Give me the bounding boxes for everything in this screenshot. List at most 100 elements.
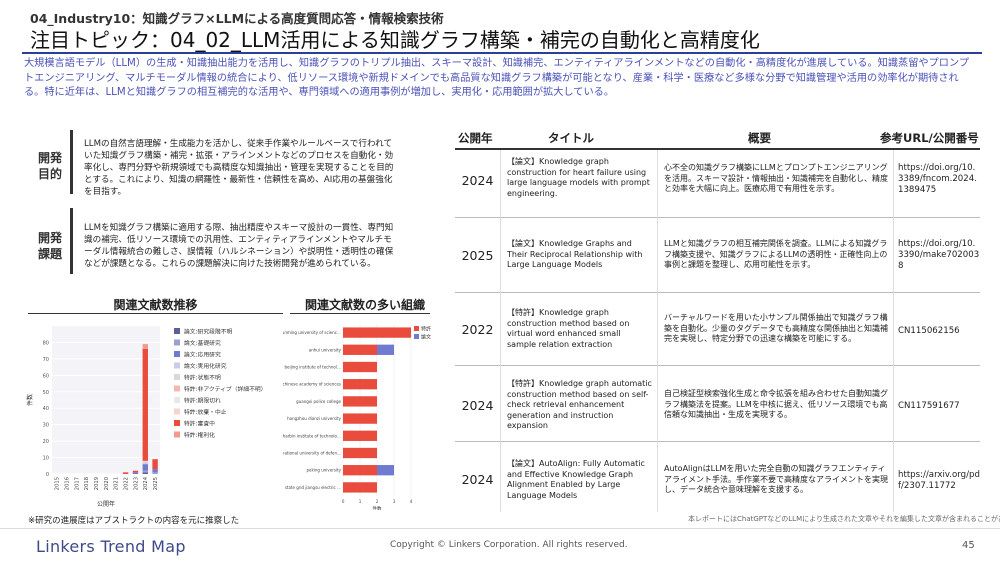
bar-segment [142,349,148,461]
intro-paragraph: 大規模言語モデル（LLM）の生成・知識抽出能力を活用し、知識グラフのトリプル抽出… [24,58,970,98]
page-number: 45 [962,540,975,551]
x-tick-label: 2023 [133,477,139,490]
y-tick-label: hangzhou dianzi university [287,416,341,421]
legend-swatch [174,397,180,403]
x-tick-label: 0 [342,499,345,505]
y-tick-label: 0 [46,472,49,478]
legend-label: 特許:非アクティブ（詳細不明） [184,385,266,393]
legend-swatch [174,339,180,346]
y-tick-label: peking university [306,468,341,473]
x-tick-label: 2 [376,499,379,505]
bar-segment [377,465,394,476]
bar-segment [152,469,158,473]
x-tick-label: 2017 [74,477,80,490]
legend-label: 論文:研究段階不明 [184,328,233,336]
legend-label: 論文:実用化研究 [184,362,227,370]
table-row-summary: AutoAlignはLLMを用いた完全自動の知識グラフエンティティアライメント手… [664,464,888,494]
brand-logo: Linkers Trend Map [36,537,186,556]
y-axis-label: 件数 [26,394,34,406]
column-divider [500,150,501,512]
bar-segment [343,396,377,407]
table-row-year: 2025 [461,248,494,263]
row-divider [455,292,980,293]
llm-disclaimer: 本レポートにはChatGPTなどのLLMにより生成された文章やそれを編集した文章… [688,515,1000,523]
issue-divider [70,208,73,274]
y-tick-label: national university of defen… [283,451,341,456]
chart-note: ※研究の進展度はアブストラクトの内容を元に推察した [28,516,240,526]
table-row-year: 2024 [461,173,494,188]
table-row-url[interactable]: CN115062156 [898,326,960,336]
x-axis-label: 公開年 [97,500,115,508]
table-row-summary: LLMと知識グラフの相互補完関係を調査。LLMによる知識グラフ構築支援や、知識グ… [664,239,888,269]
table-row-summary: バーチャルワードを用いた小サンプル関係抽出で知識グラフ構築を自動化。少量のタグデ… [664,313,888,343]
bar-segment [142,344,148,350]
org-chart-svg: 0 1 2 3 4 件数 kunming university of scienc… anhu… [280,324,431,512]
y-tick-label: state grid jiangsu electric … [285,485,341,490]
plot-area [52,326,160,474]
table-row-url[interactable]: https://doi.org/10.3390/make7020038 [898,239,980,271]
table-row-year: 2024 [461,398,494,413]
table-row-summary: 心不全の知識グラフ構築にLLMとプロンプトエンジニアリングを活用。スキーマ設計・… [664,163,888,193]
x-tick-label: 2019 [94,477,100,490]
table-row-title: 【特許】Knowledge graph construction method … [507,308,630,349]
table-row-url[interactable]: CN117591677 [898,401,960,411]
issue-label: 開発課題 [37,231,62,261]
y-tick-label: 70 [43,357,49,363]
bar-segment [142,472,148,474]
right-chart-heading: 関連文献数の多い組織 [304,298,425,312]
x-tick-label: 2025 [153,477,159,490]
left-chart-rule [28,313,283,314]
legend-swatch [174,431,180,438]
bar-segment [343,413,377,424]
trend-chart: 0 10 20 30 40 50 60 70 80 件数 2015 2016 2017 2018 2019 2… [22,318,280,510]
breadcrumb: 04_Industry10：知識グラフ×LLMによる高度質問応答・情報検索技術 [30,11,444,26]
row-divider [455,441,980,442]
legend-swatch [174,408,180,415]
x-tick-label: 2022 [123,477,129,490]
title-divider [22,52,982,54]
bar-segment [142,462,148,465]
org-chart: 0 1 2 3 4 件数 kunming university of scienc… anhu… [280,318,438,512]
bar-segment [132,472,139,474]
x-tick-label: 3 [393,499,396,505]
table-row-url[interactable]: https://doi.org/10.3389/fncom.2024.13894… [898,163,977,195]
bar-segment [152,459,158,470]
left-chart-heading: 関連文献数推移 [113,298,198,312]
y-tick-label: chinese academy of sciences [283,382,341,387]
bar-segment [142,470,148,473]
legend-swatch [174,374,180,380]
y-tick-label: guangxi police college [296,399,341,404]
legend-label: 特許:期限切れ [184,397,221,405]
bar-segment [132,470,139,473]
footer-divider [0,528,1000,529]
legend-label: 論文:応用研究 [184,351,221,359]
row-divider [455,217,980,218]
y-tick-label: 80 [43,340,49,346]
bar-segment [142,460,148,463]
y-tick-label: 60 [43,373,49,379]
trend-chart-svg: 0 10 20 30 40 50 60 70 80 件数 2015 2016 2017 2018 2019 2… [26,326,266,508]
legend-label: 特許 [421,326,431,333]
bar-segment [343,361,377,373]
y-tick-label: harbin institute of technolo… [283,433,341,438]
right-chart-rule [290,313,430,314]
x-tick-label: 4 [410,499,413,505]
table-row-year: 2024 [461,472,494,487]
bar-segment [343,465,377,476]
column-divider [893,150,894,512]
table-row-title: 【論文】AutoAlign: Fully Automatic and Effec… [507,459,645,500]
legend-label: 特許:審査中 [184,420,215,428]
y-tick-label: beijing institute of technol… [285,365,341,370]
legend-swatch [414,326,419,331]
legend-label: 論文 [421,334,431,341]
x-tick-label: 2018 [84,477,90,490]
bar-segment [142,464,148,471]
col-header-year: 公開年 [458,131,493,145]
bar-segment [377,344,394,355]
legend-label: 特許:権利化 [184,431,215,439]
table-row-url[interactable]: https://arxiv.org/pdf/2307.11772 [898,470,980,491]
bar-segment [343,379,377,390]
bar-segment [122,472,129,474]
x-tick-label: 2015 [55,477,61,490]
legend-label: 特許:状態不明 [184,374,221,382]
